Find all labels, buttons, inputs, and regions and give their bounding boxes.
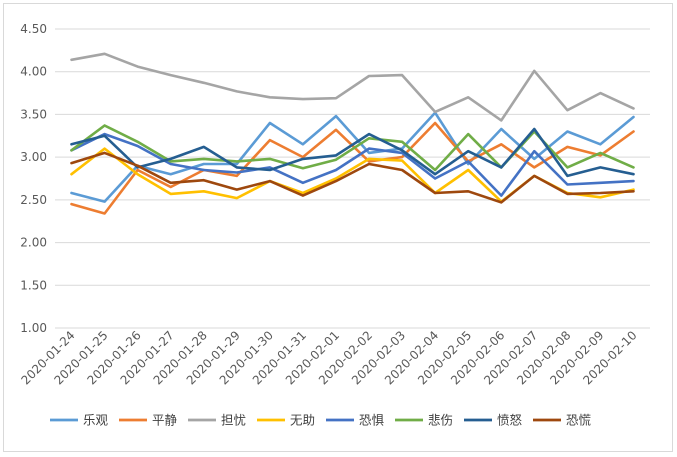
legend-label: 担忧 <box>221 413 246 428</box>
legend-label: 悲伤 <box>428 413 453 428</box>
y-tick-label: 4.00 <box>20 65 47 79</box>
y-tick-label: 3.50 <box>20 107 47 121</box>
y-tick-label: 1.00 <box>20 321 47 335</box>
legend-label: 愤怒 <box>497 413 523 428</box>
series-line <box>70 111 635 203</box>
legend-label: 平静 <box>152 413 178 428</box>
legend-label: 恐惧 <box>359 413 385 428</box>
chart-frame <box>3 3 673 452</box>
y-tick-label: 3.00 <box>20 150 47 164</box>
series-line <box>70 151 635 204</box>
series-line <box>70 52 635 122</box>
legend-label: 乐观 <box>83 413 109 428</box>
y-tick-label: 1.50 <box>20 278 47 292</box>
y-tick-label: 2.50 <box>20 193 47 207</box>
y-tick-label: 2.00 <box>20 236 47 250</box>
y-tick-label: 4.50 <box>20 22 47 36</box>
legend-label: 无助 <box>290 413 315 428</box>
legend-label: 恐慌 <box>566 413 591 428</box>
series-line <box>70 127 635 178</box>
